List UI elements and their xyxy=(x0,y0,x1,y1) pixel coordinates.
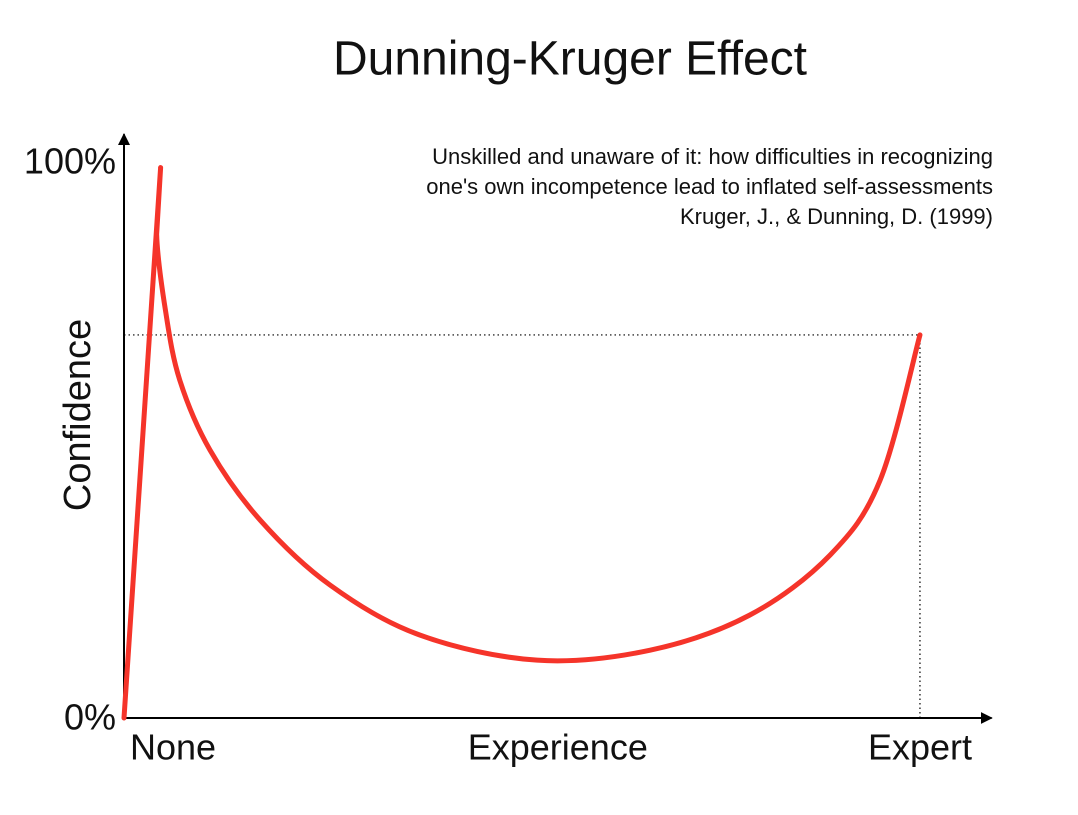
annotation-line: one's own incompetence lead to inflated … xyxy=(426,174,993,199)
x-tick-label: Expert xyxy=(868,727,972,768)
annotation: Unskilled and unaware of it: how difficu… xyxy=(426,144,993,229)
y-tick-label: 0% xyxy=(64,697,116,738)
y-axis-label: Confidence xyxy=(57,319,99,511)
y-tick-label: 100% xyxy=(24,141,116,182)
annotation-line: Kruger, J., & Dunning, D. (1999) xyxy=(680,204,993,229)
confidence-line xyxy=(121,165,923,721)
chart-title: Dunning-Kruger Effect xyxy=(333,33,807,86)
annotation-line: Unskilled and unaware of it: how difficu… xyxy=(432,144,993,169)
x-tick-label: None xyxy=(130,727,216,768)
x-tick-label: Experience xyxy=(468,727,648,768)
